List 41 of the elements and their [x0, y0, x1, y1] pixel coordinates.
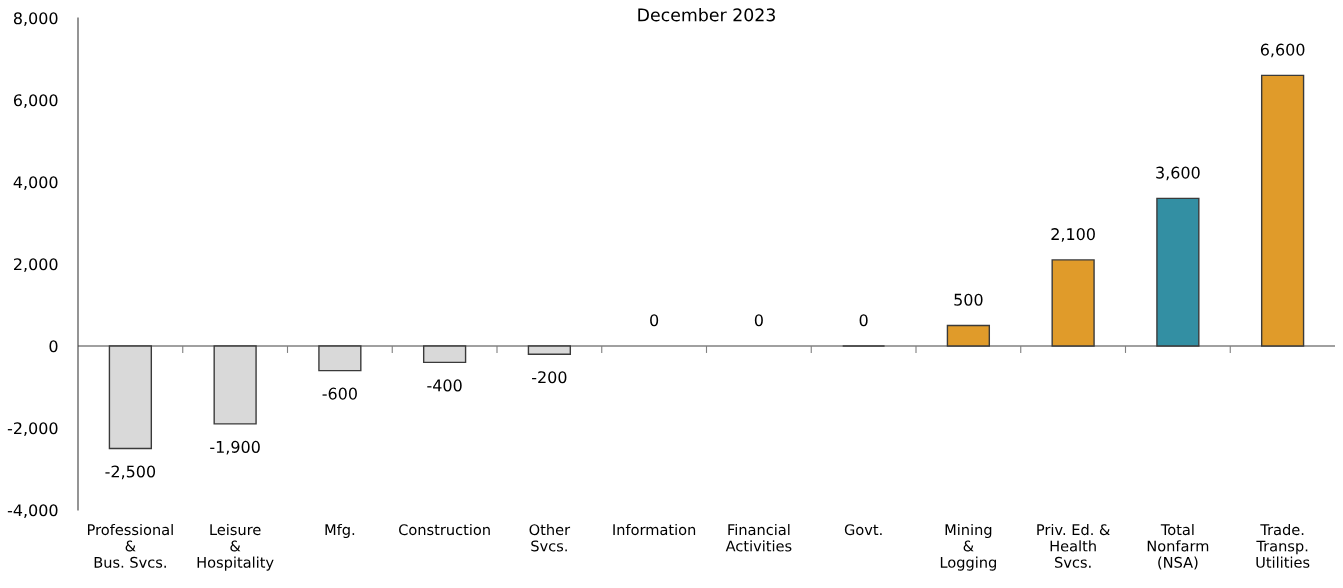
data-label: 0	[754, 314, 763, 327]
chart-title: December 2023	[638, 8, 775, 22]
data-label: 0	[859, 314, 868, 327]
y-tick-label: 0	[49, 340, 58, 353]
bar	[213, 345, 257, 425]
y-tick-label: 8,000	[13, 12, 58, 26]
data-label: 3,600	[1156, 166, 1200, 181]
x-tick-label: Govt.	[844, 524, 882, 536]
bar	[318, 345, 362, 372]
x-tick-label: Professional & Bus. Svcs.	[87, 523, 173, 568]
bar	[946, 324, 991, 347]
y-tick-label: -2,000	[7, 422, 58, 436]
data-label: 500	[954, 293, 983, 306]
y-tick-label: -4,000	[7, 504, 58, 518]
data-label: -200	[532, 371, 567, 384]
data-label: 2,100	[1051, 228, 1095, 242]
y-tick-label: 4,000	[13, 176, 58, 190]
bar	[1051, 259, 1095, 347]
x-tick-label: Leisure & Hospitality	[197, 523, 274, 571]
x-tick-label: Information	[613, 523, 696, 536]
data-label: -2,500	[105, 465, 156, 480]
y-tick-label: 2,000	[14, 258, 58, 272]
x-tick-label: Priv. Ed. & Health Svcs.	[1037, 523, 1110, 568]
bar	[1260, 74, 1305, 347]
bar	[108, 345, 153, 450]
x-tick-label: Mfg.	[325, 523, 355, 538]
data-label: 0	[650, 314, 659, 327]
data-label: -600	[322, 387, 357, 400]
x-tick-label: Total Nonfarm (NSA)	[1147, 523, 1209, 570]
data-label: 6,600	[1260, 43, 1305, 58]
data-label: -400	[427, 379, 462, 392]
bar	[1156, 197, 1200, 347]
data-label: -1,900	[210, 440, 260, 455]
y-tick-label: 6,000	[13, 94, 58, 108]
bar	[527, 345, 572, 355]
x-tick-label: Construction	[399, 523, 490, 536]
x-tick-label: Other Svcs.	[529, 523, 571, 552]
x-tick-label: Mining & Logging	[940, 523, 996, 571]
x-tick-label: Financial Activities	[725, 523, 792, 552]
bar	[422, 345, 467, 364]
x-tick-label: Trade. Transp. Utilities	[1256, 523, 1310, 568]
